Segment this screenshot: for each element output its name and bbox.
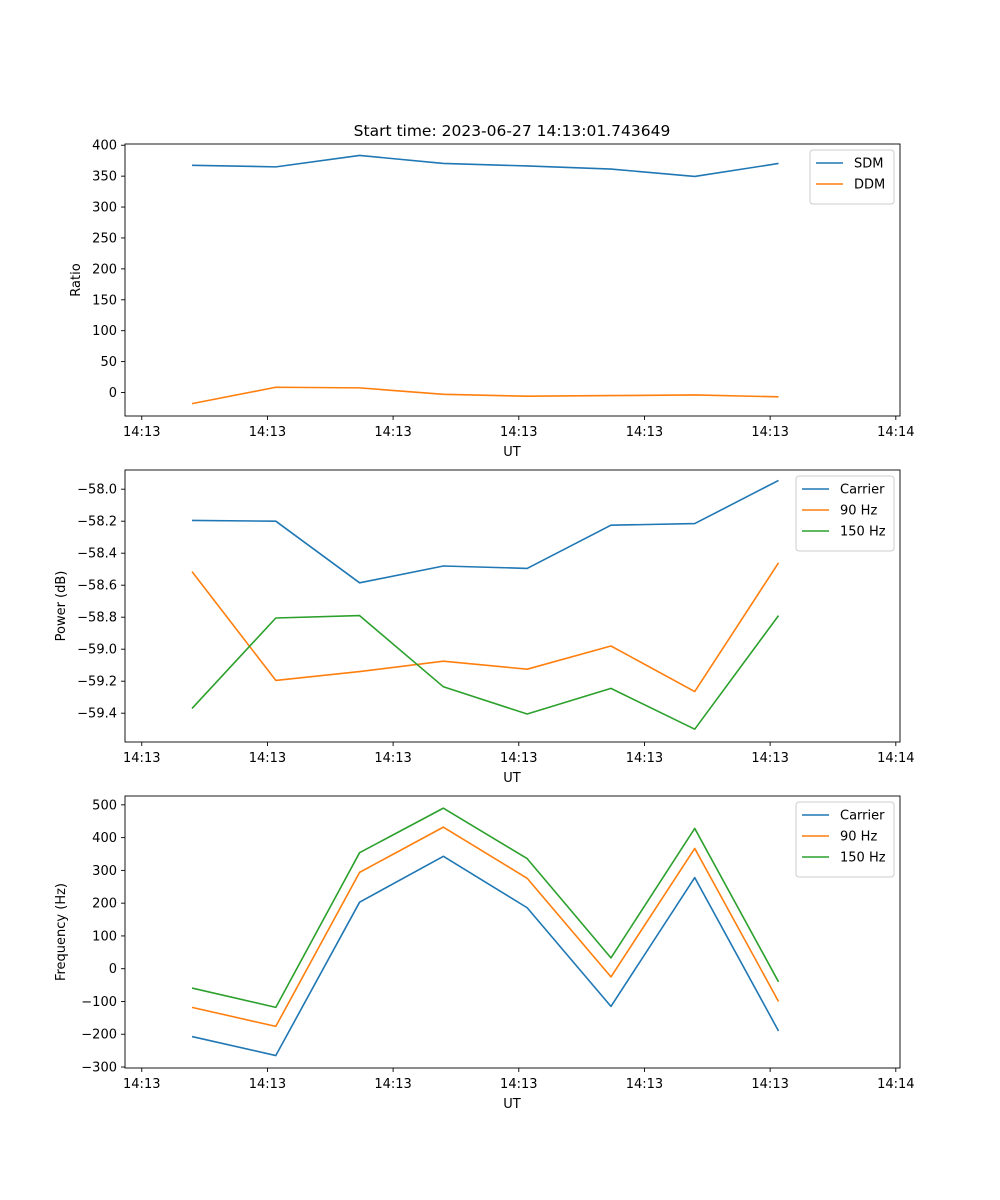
series-line-90-hz xyxy=(191,562,780,693)
y-tick-label: 0 xyxy=(109,386,117,401)
x-tick-label: 14:14 xyxy=(877,1077,914,1092)
series-line-150-hz xyxy=(191,807,780,1009)
legend-label: 90 Hz xyxy=(840,830,877,845)
x-tick-label: 14:13 xyxy=(374,751,411,766)
legend-box xyxy=(795,475,895,552)
y-tick-label: −59.2 xyxy=(77,675,117,690)
axes-frame xyxy=(124,143,901,417)
figure-title: Start time: 2023-06-27 14:13:01.743649 xyxy=(354,122,671,140)
legend-label: 150 Hz xyxy=(840,525,886,540)
x-tick-label: 14:13 xyxy=(249,751,286,766)
y-tick-label: −58.2 xyxy=(77,515,117,530)
x-tick-label: 14:13 xyxy=(123,1077,160,1092)
x-tick-label: 14:13 xyxy=(751,425,788,440)
legend: SDM DDM xyxy=(809,149,895,205)
axes-frame xyxy=(124,469,901,743)
y-tick-label: 100 xyxy=(92,929,117,944)
chart-panel-2: 14:13 14:13 14:13 14:13 14:13 14:13 14:14 −59.4… xyxy=(54,469,915,786)
x-tick-label: 14:13 xyxy=(626,425,663,440)
x-tick-label: 14:13 xyxy=(374,425,411,440)
x-tick-label: 14:13 xyxy=(249,1077,286,1092)
x-tick-label: 14:13 xyxy=(626,1077,663,1092)
series-line-carrier xyxy=(191,855,780,1057)
x-tick-label: 14:14 xyxy=(877,751,914,766)
y-tick-label: −59.4 xyxy=(77,707,117,722)
y-tick-label: 400 xyxy=(92,831,117,846)
legend-label: Carrier xyxy=(840,809,885,824)
axes-frame xyxy=(124,795,901,1069)
x-tick-label: 14:13 xyxy=(123,751,160,766)
series-line-ddm xyxy=(191,386,779,405)
y-axis-label: Frequency (Hz) xyxy=(54,883,69,981)
y-tick-label: −58.0 xyxy=(77,483,117,498)
x-axis-label: UT xyxy=(503,771,521,786)
legend-label: SDM xyxy=(854,157,883,172)
x-tick-label: 14:13 xyxy=(374,1077,411,1092)
y-tick-label: 350 xyxy=(92,170,117,185)
series-line-90-hz xyxy=(191,826,780,1028)
x-axis-label: UT xyxy=(503,1097,521,1112)
x-tick-label: 14:13 xyxy=(626,751,663,766)
series-line-carrier xyxy=(192,479,779,584)
legend: Carrier 90 Hz 150 Hz xyxy=(795,475,895,552)
legend-box xyxy=(795,801,895,878)
y-tick-label: 400 xyxy=(92,139,117,154)
y-tick-label: 150 xyxy=(92,293,117,308)
x-tick-label: 14:14 xyxy=(877,425,914,440)
y-tick-label: 500 xyxy=(92,798,117,813)
legend-label: 150 Hz xyxy=(840,851,886,866)
chart-panels: 14:13 14:13 14:13 14:13 14:13 14:13 14:14 0 50 10… xyxy=(54,139,915,1112)
legend-label: 90 Hz xyxy=(840,504,877,519)
y-tick-label: −58.6 xyxy=(77,579,117,594)
y-tick-label: −58.8 xyxy=(77,611,117,626)
y-tick-label: −300 xyxy=(81,1061,117,1076)
series-line-sdm xyxy=(192,154,779,178)
legend: Carrier 90 Hz 150 Hz xyxy=(795,801,895,878)
x-tick-label: 14:13 xyxy=(123,425,160,440)
y-tick-label: 100 xyxy=(92,324,117,339)
x-tick-label: 14:13 xyxy=(500,751,537,766)
y-tick-label: 300 xyxy=(92,864,117,879)
y-tick-label: −58.4 xyxy=(77,547,117,562)
y-tick-label: 50 xyxy=(100,355,117,370)
y-tick-label: 200 xyxy=(92,262,117,277)
legend-label: DDM xyxy=(854,178,885,193)
x-tick-label: 14:13 xyxy=(500,425,537,440)
series-line-150-hz xyxy=(191,614,780,731)
x-tick-label: 14:13 xyxy=(751,751,788,766)
y-tick-label: 0 xyxy=(109,962,117,977)
y-tick-label: 300 xyxy=(92,201,117,216)
y-tick-label: −100 xyxy=(81,995,117,1010)
x-axis-label: UT xyxy=(503,445,521,460)
legend-label: Carrier xyxy=(840,483,885,498)
y-axis-label: Ratio xyxy=(69,263,84,296)
y-tick-label: 200 xyxy=(92,897,117,912)
chart-panel-3: 14:13 14:13 14:13 14:13 14:13 14:13 14:14 −300 −… xyxy=(54,795,915,1112)
chart-panel-1: 14:13 14:13 14:13 14:13 14:13 14:13 14:14 0 50 10… xyxy=(69,139,915,460)
y-tick-label: −59.0 xyxy=(77,643,117,658)
x-tick-label: 14:13 xyxy=(751,1077,788,1092)
y-axis-label: Power (dB) xyxy=(54,571,69,642)
y-tick-label: 250 xyxy=(92,231,117,246)
y-tick-label: −200 xyxy=(81,1028,117,1043)
x-tick-label: 14:13 xyxy=(500,1077,537,1092)
x-tick-label: 14:13 xyxy=(249,425,286,440)
